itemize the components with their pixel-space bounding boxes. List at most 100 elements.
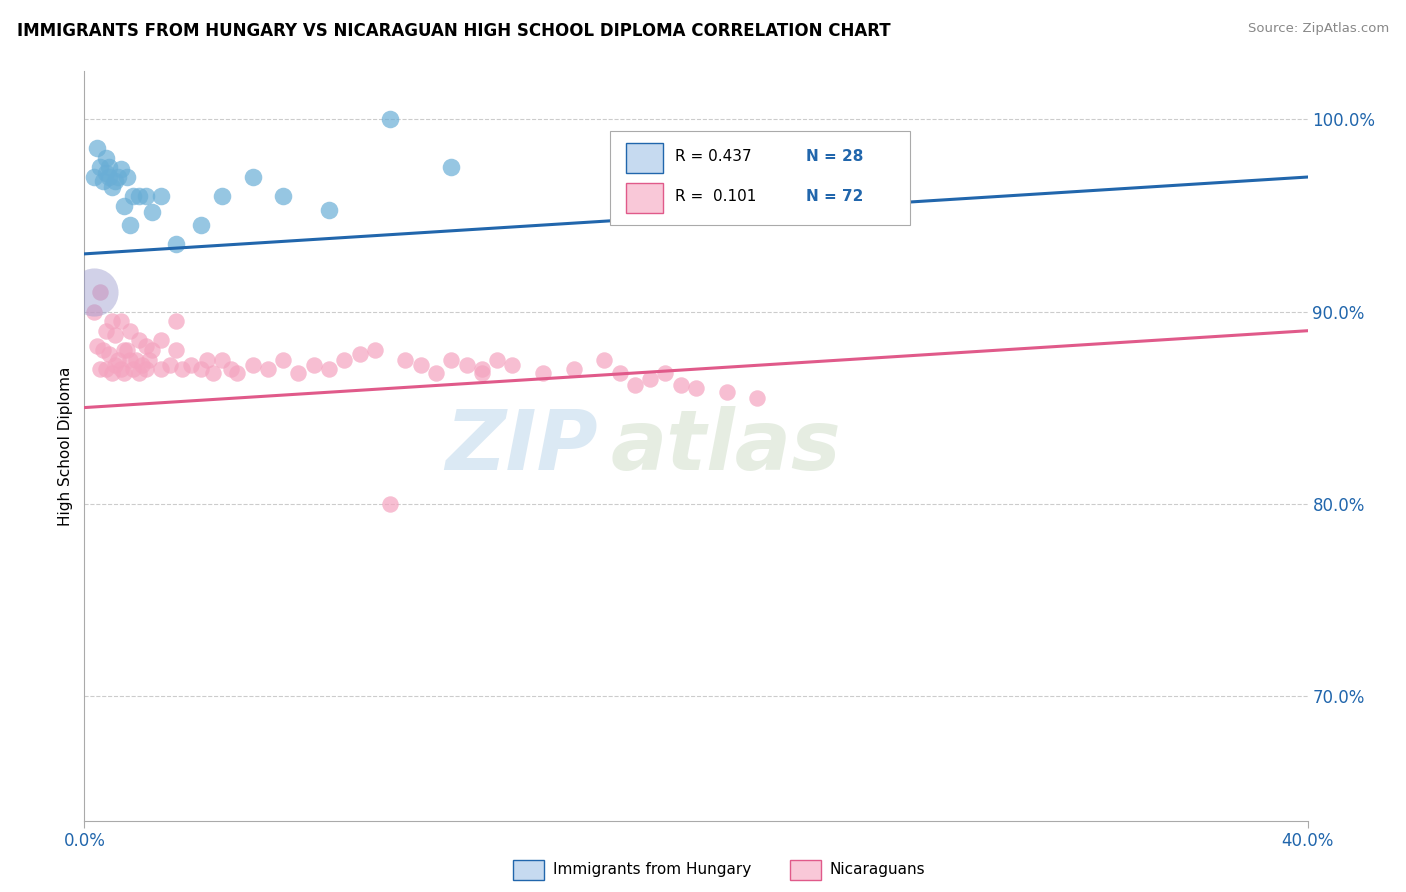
- Point: [131, 359, 153, 373]
- Point: [242, 169, 264, 184]
- Point: [122, 362, 145, 376]
- Point: [624, 377, 647, 392]
- Point: [654, 366, 676, 380]
- Point: [89, 161, 111, 175]
- Point: [685, 381, 707, 395]
- Point: [97, 169, 120, 184]
- Point: [120, 352, 142, 367]
- Point: [94, 166, 117, 180]
- Point: [86, 141, 108, 155]
- Point: [440, 352, 463, 367]
- Point: [89, 285, 111, 300]
- Point: [333, 352, 356, 367]
- Point: [94, 362, 117, 376]
- Point: [609, 366, 631, 380]
- Point: [135, 189, 157, 203]
- Point: [440, 161, 463, 175]
- Point: [409, 359, 432, 373]
- Point: [141, 343, 163, 357]
- Y-axis label: High School Diploma: High School Diploma: [58, 367, 73, 525]
- Point: [104, 174, 127, 188]
- Point: [159, 359, 181, 373]
- Point: [86, 339, 108, 353]
- Point: [83, 304, 105, 318]
- Point: [89, 362, 111, 376]
- Point: [107, 352, 129, 367]
- Point: [201, 366, 224, 380]
- Text: Source: ZipAtlas.com: Source: ZipAtlas.com: [1249, 22, 1389, 36]
- Point: [257, 362, 280, 376]
- Point: [593, 352, 616, 367]
- FancyBboxPatch shape: [626, 183, 664, 213]
- Point: [83, 169, 105, 184]
- Point: [128, 334, 150, 348]
- Point: [107, 169, 129, 184]
- FancyBboxPatch shape: [610, 131, 910, 225]
- Point: [471, 362, 494, 376]
- Point: [120, 218, 142, 232]
- Point: [83, 285, 105, 300]
- Point: [271, 189, 294, 203]
- Point: [471, 366, 494, 380]
- Point: [91, 343, 114, 357]
- Point: [180, 359, 202, 373]
- Point: [112, 366, 135, 380]
- Point: [349, 347, 371, 361]
- Point: [394, 352, 416, 367]
- Point: [562, 362, 585, 376]
- Point: [456, 359, 478, 373]
- Text: N = 72: N = 72: [806, 189, 863, 204]
- Point: [149, 362, 172, 376]
- Text: R = 0.437: R = 0.437: [675, 149, 752, 163]
- Point: [211, 352, 233, 367]
- Point: [502, 359, 524, 373]
- Point: [135, 362, 157, 376]
- Point: [149, 334, 172, 348]
- FancyBboxPatch shape: [626, 143, 664, 172]
- Point: [190, 218, 212, 232]
- Point: [716, 385, 738, 400]
- Point: [165, 314, 187, 328]
- Point: [172, 362, 194, 376]
- Point: [122, 189, 145, 203]
- Point: [115, 343, 138, 357]
- Text: Nicaraguans: Nicaraguans: [830, 863, 925, 877]
- Point: [120, 324, 142, 338]
- Point: [531, 366, 554, 380]
- Point: [135, 339, 157, 353]
- Point: [380, 112, 402, 127]
- Point: [104, 359, 127, 373]
- Point: [747, 391, 769, 405]
- Point: [195, 352, 218, 367]
- Point: [165, 237, 187, 252]
- Point: [364, 343, 387, 357]
- Point: [112, 343, 135, 357]
- Point: [287, 366, 309, 380]
- Point: [104, 327, 127, 342]
- Point: [125, 352, 148, 367]
- Point: [97, 347, 120, 361]
- Point: [101, 179, 124, 194]
- Point: [101, 314, 124, 328]
- Point: [94, 151, 117, 165]
- Point: [302, 359, 325, 373]
- Point: [128, 366, 150, 380]
- Point: [110, 162, 132, 177]
- Point: [91, 174, 114, 188]
- Text: ZIP: ZIP: [446, 406, 598, 486]
- Point: [165, 343, 187, 357]
- Point: [190, 362, 212, 376]
- Point: [318, 202, 340, 217]
- Point: [149, 189, 172, 203]
- Point: [486, 352, 509, 367]
- Point: [141, 204, 163, 219]
- Point: [242, 359, 264, 373]
- Point: [97, 161, 120, 175]
- Point: [669, 377, 692, 392]
- Text: atlas: atlas: [610, 406, 841, 486]
- Point: [94, 324, 117, 338]
- Point: [138, 352, 160, 367]
- Point: [101, 366, 124, 380]
- Point: [110, 314, 132, 328]
- Point: [115, 169, 138, 184]
